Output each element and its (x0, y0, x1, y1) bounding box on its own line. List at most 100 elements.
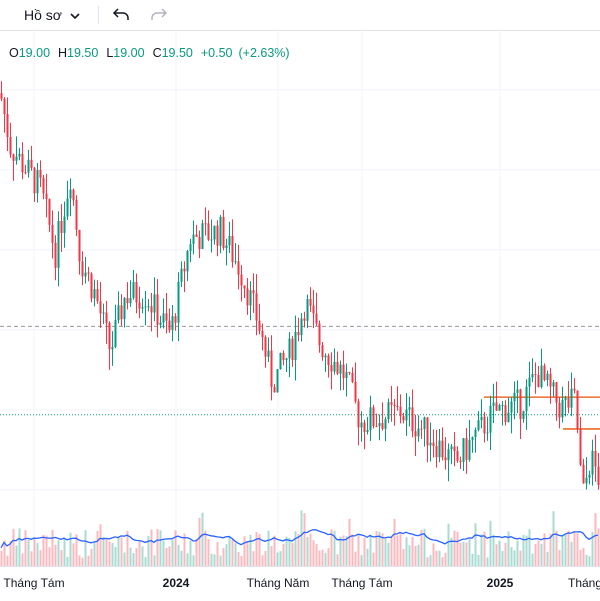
candle-body (405, 409, 408, 421)
candle-body (129, 297, 132, 304)
candle-body (531, 373, 534, 378)
candle-body (561, 399, 564, 418)
candle-body (24, 172, 27, 174)
volume-bar (111, 542, 114, 566)
price-chart[interactable] (0, 30, 600, 566)
candle-body (54, 242, 57, 268)
candle-body (273, 386, 276, 393)
volume-bar (171, 539, 174, 566)
volume-bar (243, 536, 246, 566)
candle-body (546, 373, 549, 380)
candle-body (558, 402, 561, 418)
candle-body (363, 422, 366, 432)
candle-body (513, 392, 516, 402)
profile-dropdown-button[interactable]: Hồ sơ (24, 4, 80, 26)
volume-bar (537, 540, 540, 566)
candle-body (582, 464, 585, 484)
candle-body (288, 338, 291, 359)
time-axis-label: Tháng Năm (246, 576, 310, 590)
candle-body (303, 318, 306, 321)
volume-bar (483, 531, 486, 566)
volume-bar (57, 540, 60, 566)
volume-bar (414, 545, 417, 566)
candle-body (360, 422, 363, 428)
volume-bar (42, 535, 45, 566)
candle-body (87, 272, 90, 274)
candle-body (522, 411, 525, 420)
volume-bar (48, 547, 51, 566)
candle-body (213, 225, 216, 240)
volume-bar (363, 537, 366, 566)
candle-body (366, 430, 369, 432)
candle-body (201, 223, 204, 249)
candle-body (594, 450, 597, 467)
candle-body (330, 365, 333, 372)
volume-bar (333, 530, 336, 566)
candle-body (411, 407, 414, 432)
chevron-down-icon (70, 7, 80, 23)
volume-bar (33, 537, 36, 566)
volume-bar (15, 545, 18, 566)
candle-body (156, 294, 159, 325)
volume-bar (282, 543, 285, 566)
candle-body (99, 301, 102, 314)
volume-bar (159, 530, 162, 566)
candle-body (438, 440, 441, 458)
change-value: +0.50 (200, 46, 233, 60)
candle-body (549, 373, 552, 387)
candle-body (111, 347, 114, 350)
volume-bar (396, 535, 399, 566)
candle-body (417, 428, 420, 437)
candle-body (492, 402, 495, 406)
candle-body (15, 156, 18, 161)
volume-bar (45, 535, 48, 566)
volume-bar (405, 537, 408, 566)
candle-body (468, 439, 471, 460)
volume-bar (573, 531, 576, 566)
candle-body (300, 318, 303, 336)
volume-bar (12, 528, 15, 566)
open-value: 19.00 (18, 46, 51, 60)
volume-bar (417, 544, 420, 566)
time-axis-label: Tháng Tám (3, 576, 65, 590)
volume-bar (237, 551, 240, 566)
price-levels (0, 325, 600, 430)
volume-bar (576, 533, 579, 566)
volume-bar (357, 533, 360, 566)
time-axis[interactable]: Tháng Tám 2024 Tháng Năm Tháng Tám 2025 … (0, 566, 600, 601)
candle-body (432, 442, 435, 447)
candle-body (30, 159, 33, 168)
candle-body (69, 189, 72, 199)
candle-body (489, 405, 492, 433)
undo-button[interactable] (112, 4, 130, 26)
volume-bar (198, 517, 201, 566)
volume-bar (66, 556, 69, 566)
candle-body (396, 406, 399, 408)
volume-bar (135, 548, 138, 566)
volume-bar (393, 518, 396, 566)
volume-bar (30, 551, 33, 566)
volume-bar (108, 541, 111, 566)
volume-bar (102, 536, 105, 566)
redo-button[interactable] (150, 4, 168, 26)
volume-bar (156, 529, 159, 566)
candle-body (123, 297, 126, 320)
volume-bar (207, 539, 210, 566)
candle-body (555, 382, 558, 403)
volume-bar (597, 528, 600, 566)
candle-body (267, 350, 270, 357)
volume-bar (96, 531, 99, 566)
candle-body (474, 429, 477, 438)
volume-bar (594, 513, 597, 566)
candle-body (381, 423, 384, 429)
volume-bar (144, 557, 147, 566)
candle-body (147, 306, 150, 308)
candle-body (234, 261, 237, 263)
volume-bar (498, 540, 501, 566)
volume-bar (225, 544, 228, 566)
volume-bar (360, 555, 363, 566)
volume-bar (459, 542, 462, 566)
volume-bar (471, 553, 474, 566)
volume-bar (408, 545, 411, 566)
volume-bar (285, 536, 288, 566)
